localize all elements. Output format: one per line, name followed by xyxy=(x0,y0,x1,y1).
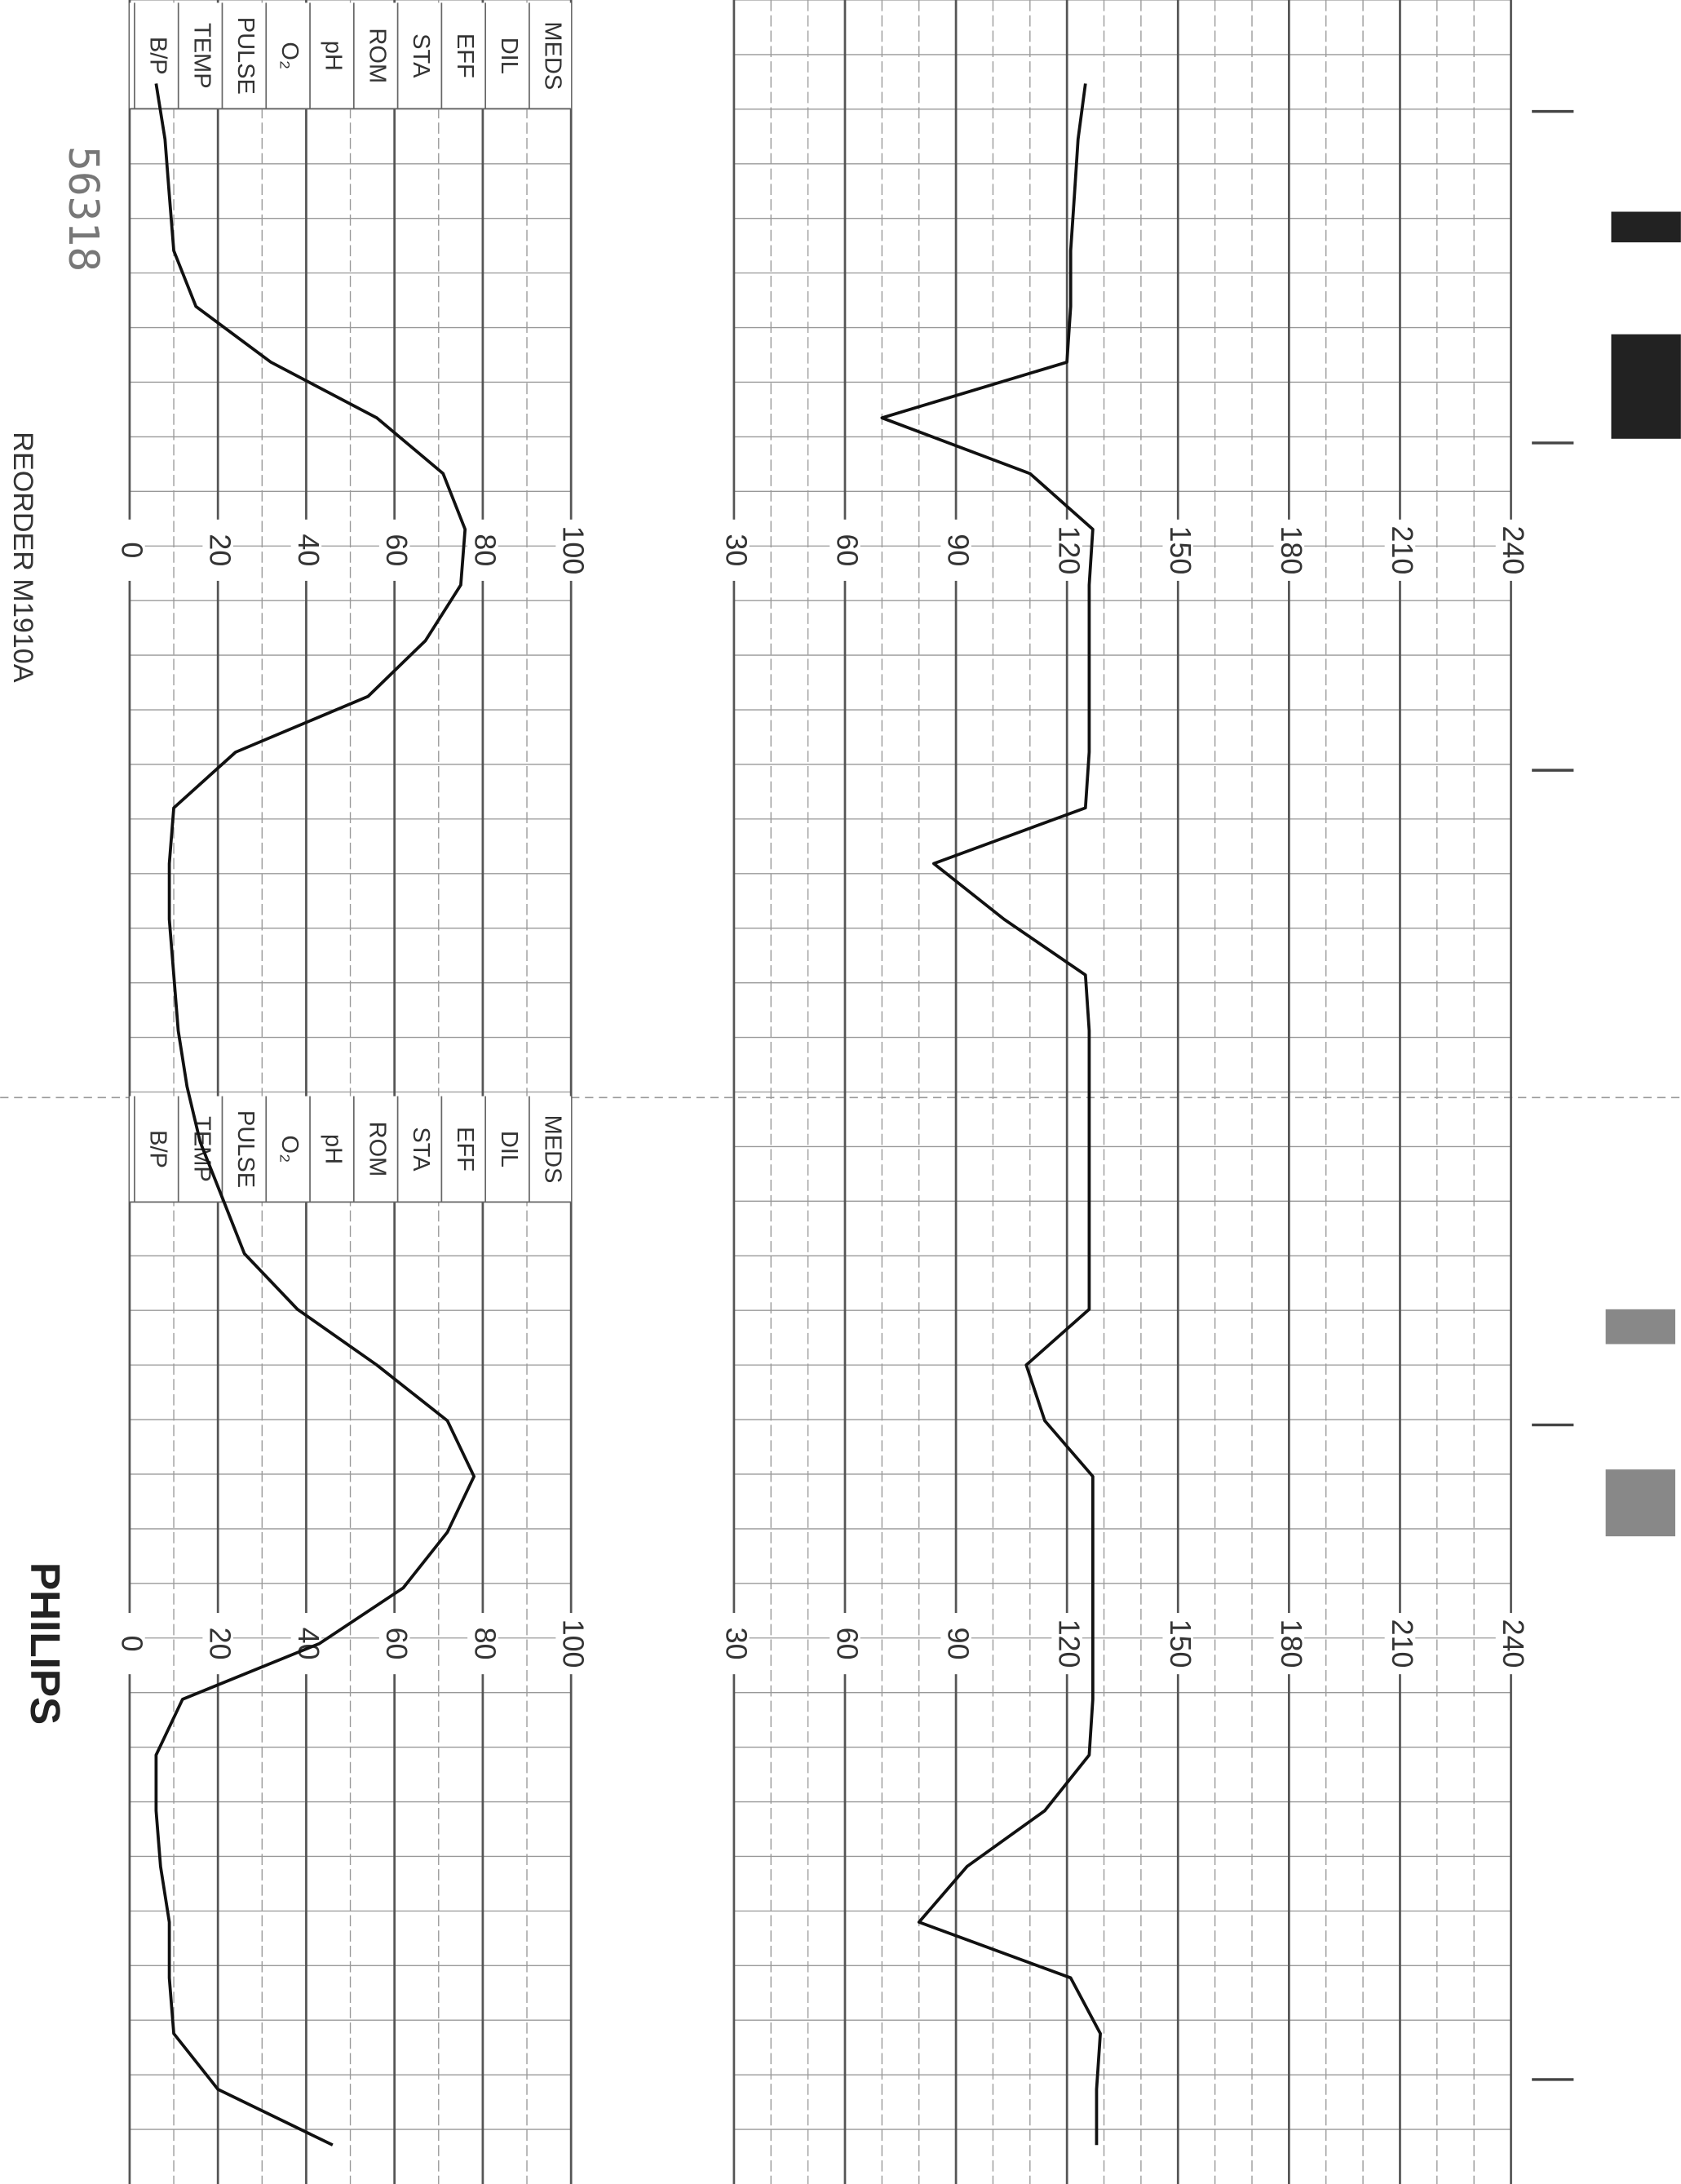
y-tick-label: 240 xyxy=(1497,1619,1529,1668)
y-tick-label: 180 xyxy=(1275,525,1307,574)
tick-label-bg xyxy=(555,519,586,581)
tick-label-bg xyxy=(114,1613,145,1675)
y-tick-label: 80 xyxy=(468,534,501,566)
y-tick-label: 150 xyxy=(1164,525,1197,574)
tick-label-bg xyxy=(1051,519,1082,581)
y-tick-label: 100 xyxy=(557,525,590,574)
marker-block xyxy=(1611,334,1681,439)
y-tick-label: 20 xyxy=(204,534,237,566)
row-label: PULSE xyxy=(232,1110,259,1188)
row-label: ROM xyxy=(364,28,390,83)
y-tick-label: 30 xyxy=(719,1628,752,1660)
y-tick-label: 100 xyxy=(557,1619,590,1668)
y-tick-label: 180 xyxy=(1275,1619,1307,1668)
brand-label: PHILIPS xyxy=(22,1562,69,1725)
row-label: STA xyxy=(408,1127,434,1172)
row-label: O₂ xyxy=(276,42,303,69)
row-label: pH xyxy=(321,41,347,71)
row-label: DIL xyxy=(496,1131,522,1167)
y-tick-label: 120 xyxy=(1053,1619,1086,1668)
tick-label-bg xyxy=(467,519,498,581)
tick-label-bg xyxy=(1273,519,1305,581)
tick-label-bg xyxy=(114,519,145,581)
trace xyxy=(880,83,1102,2146)
y-tick-label: 60 xyxy=(831,534,864,566)
row-label: B/P xyxy=(145,1130,171,1168)
marker-block xyxy=(1605,1309,1676,1345)
y-tick-label: 90 xyxy=(942,1628,975,1660)
y-tick-label: 210 xyxy=(1386,525,1418,574)
y-tick-label: 0 xyxy=(115,1636,148,1652)
row-label: MEDS xyxy=(540,21,566,90)
marker-block xyxy=(1611,211,1681,243)
tick-label-bg xyxy=(1162,1613,1194,1675)
row-label: PULSE xyxy=(232,17,259,95)
row-label: MEDS xyxy=(540,1115,566,1184)
tick-label-bg xyxy=(719,519,750,581)
y-tick-label: 60 xyxy=(380,1628,413,1660)
tick-label-bg xyxy=(378,1613,410,1675)
tick-label-bg xyxy=(1162,519,1194,581)
tick-label-bg xyxy=(940,519,971,581)
row-label: STA xyxy=(408,33,434,78)
y-tick-label: 240 xyxy=(1497,525,1529,574)
row-label: pH xyxy=(321,1134,347,1164)
tick-label-bg xyxy=(829,519,860,581)
tick-label-bg xyxy=(1495,1613,1527,1675)
row-label: EFF xyxy=(452,33,478,78)
y-tick-label: 20 xyxy=(204,1628,237,1660)
tick-label-bg xyxy=(940,1613,971,1675)
row-label: O₂ xyxy=(276,1136,303,1163)
row-label: B/P xyxy=(145,37,171,75)
marker-block xyxy=(1605,1469,1676,1537)
y-tick-label: 210 xyxy=(1386,1619,1418,1668)
y-tick-label: 120 xyxy=(1053,525,1086,574)
y-tick-label: 60 xyxy=(380,534,413,566)
row-label: ROM xyxy=(364,1122,390,1177)
serial-number: 56318 xyxy=(59,146,108,272)
y-tick-label: 90 xyxy=(942,534,975,566)
tick-label-bg xyxy=(555,1613,586,1675)
y-tick-label: 60 xyxy=(831,1628,864,1660)
tick-label-bg xyxy=(1384,519,1416,581)
tick-label-bg xyxy=(1051,1613,1082,1675)
reorder-label: REORDER M1910A xyxy=(7,432,38,682)
y-tick-label: 150 xyxy=(1164,1619,1197,1668)
trace xyxy=(154,83,476,2146)
y-tick-label: 30 xyxy=(719,534,752,566)
label-box xyxy=(129,2,572,109)
tick-label-bg xyxy=(467,1613,498,1675)
y-tick-label: 80 xyxy=(468,1628,501,1660)
tick-label-bg xyxy=(829,1613,860,1675)
tick-label-bg xyxy=(202,519,233,581)
tick-label-bg xyxy=(202,1613,233,1675)
y-tick-label: 0 xyxy=(115,542,148,558)
tick-label-bg xyxy=(290,519,322,581)
tick-label-bg xyxy=(719,1613,750,1675)
tick-label-bg xyxy=(1495,519,1527,581)
row-label: TEMP xyxy=(188,23,215,89)
tick-label-bg xyxy=(378,519,410,581)
y-tick-label: 40 xyxy=(292,534,325,566)
row-label: EFF xyxy=(452,1127,478,1172)
tick-label-bg xyxy=(1384,1613,1416,1675)
tick-label-bg xyxy=(1273,1613,1305,1675)
row-label: DIL xyxy=(496,38,522,74)
